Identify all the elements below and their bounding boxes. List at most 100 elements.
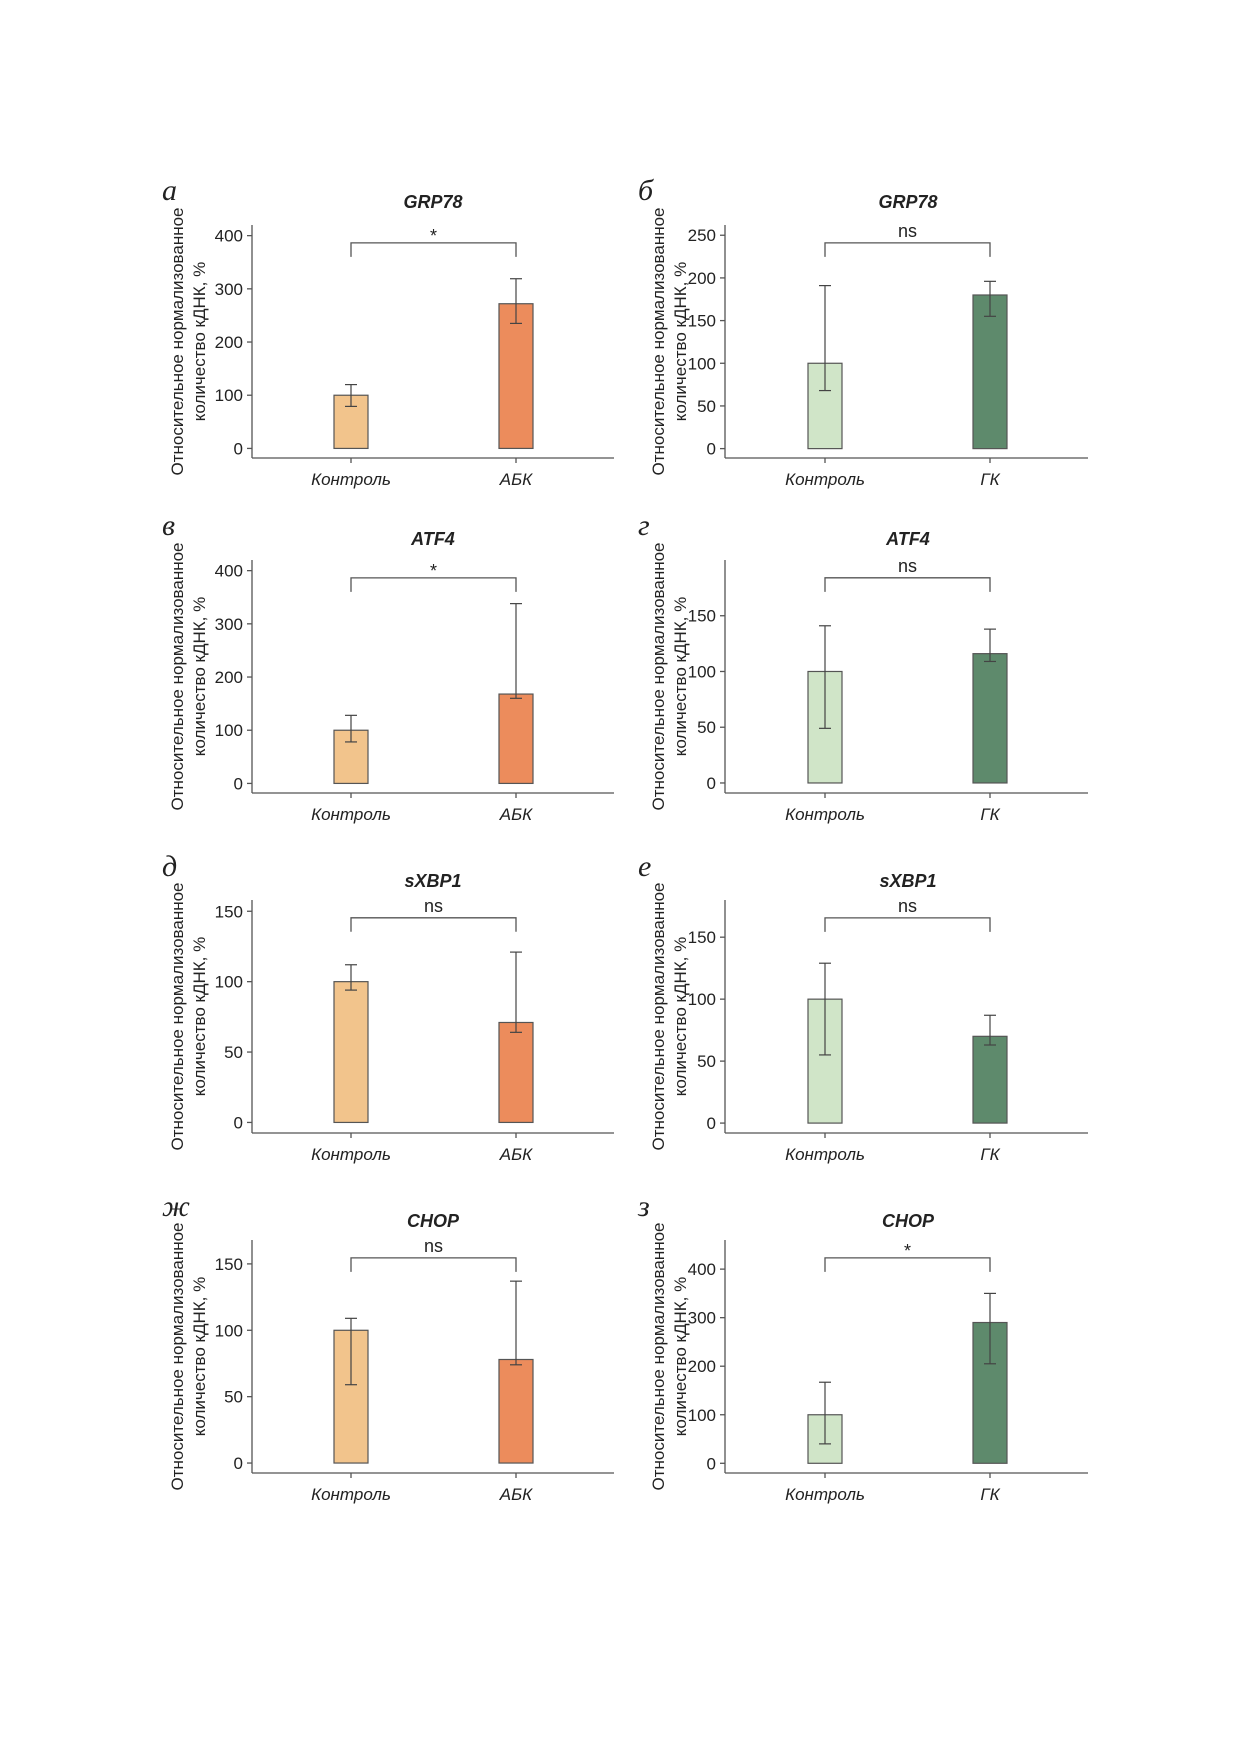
y-axis-label: Относительное нормализованное <box>168 882 187 1150</box>
bar-control <box>333 981 369 1124</box>
panel-label: в <box>162 509 175 542</box>
significance-bracket <box>824 917 991 932</box>
y-tick-label: 150 <box>215 1255 243 1274</box>
significance-label: ns <box>898 221 917 241</box>
y-axis-label: Относительное нормализованное <box>168 207 187 475</box>
chart-panel-д: д sXBP1 Относительное нормализованное колич… <box>162 850 614 1164</box>
bar-treatment <box>498 303 534 450</box>
y-tick-label: 0 <box>707 1454 716 1473</box>
y-tick-label: 0 <box>707 774 716 793</box>
y-axis-label: количество кДНК, % <box>671 262 690 421</box>
x-tick-label: Контроль <box>311 805 391 824</box>
x-tick-label: АБК <box>499 470 533 489</box>
y-tick-label: 100 <box>215 1321 243 1340</box>
y-tick-label: 300 <box>688 1309 716 1328</box>
x-tick-label: АБК <box>499 805 533 824</box>
y-tick-label: 400 <box>688 1260 716 1279</box>
x-tick-label: ГК <box>980 1485 1000 1504</box>
y-axis-label: количество кДНК, % <box>671 597 690 756</box>
y-tick-label: 100 <box>215 721 243 740</box>
significance-label: * <box>430 561 437 581</box>
y-tick-label: 250 <box>688 226 716 245</box>
y-tick-label: 400 <box>215 227 243 246</box>
y-axis-label: Относительное нормализованное <box>168 1222 187 1490</box>
x-tick-label: АБК <box>499 1145 533 1164</box>
x-tick-label: АБК <box>499 1485 533 1504</box>
y-tick-label: 0 <box>707 440 716 459</box>
x-tick-label: Контроль <box>785 470 865 489</box>
y-tick-label: 100 <box>688 662 716 681</box>
significance-bracket <box>350 242 517 257</box>
x-tick-label: Контроль <box>785 1145 865 1164</box>
panel-label: б <box>638 174 654 207</box>
significance-label: ns <box>424 1236 443 1256</box>
x-tick-label: ГК <box>980 1145 1000 1164</box>
y-axis-label: количество кДНК, % <box>671 1277 690 1436</box>
bar-treatment <box>972 653 1008 784</box>
y-tick-label: 200 <box>688 1357 716 1376</box>
bar-treatment <box>498 1021 534 1124</box>
y-tick-label: 200 <box>215 333 243 352</box>
chart-panel-б: б GRP78 Относительное нормализованное колич… <box>638 174 1088 489</box>
x-tick-label: ГК <box>980 805 1000 824</box>
y-tick-label: 50 <box>697 1052 716 1071</box>
y-tick-label: 0 <box>234 1113 243 1132</box>
y-axis-label: количество кДНК, % <box>190 262 209 421</box>
y-tick-label: 150 <box>688 928 716 947</box>
y-axis-label: количество кДНК, % <box>671 937 690 1096</box>
significance-label: * <box>904 1241 911 1261</box>
y-tick-label: 100 <box>688 354 716 373</box>
chart-title: CHOP <box>882 1211 935 1231</box>
y-axis-label: Относительное нормализованное <box>649 882 668 1150</box>
significance-label: * <box>430 226 437 246</box>
y-tick-label: 50 <box>224 1388 243 1407</box>
chart-title: ATF4 <box>410 529 455 549</box>
y-tick-label: 150 <box>688 607 716 626</box>
y-axis-label: количество кДНК, % <box>190 1277 209 1436</box>
chart-panel-з: з CHOP Относительное нормализованное количе… <box>637 1190 1088 1504</box>
chart-title: GRP78 <box>403 192 462 212</box>
panel-label: г <box>638 509 650 542</box>
significance-bracket <box>350 1257 517 1272</box>
panel-label: з <box>637 1190 650 1223</box>
chart-panel-в: в ATF4 Относительное нормализованное количе… <box>162 509 614 824</box>
significance-label: ns <box>898 896 917 916</box>
y-tick-label: 400 <box>215 562 243 581</box>
chart-title: ATF4 <box>885 529 930 549</box>
bar-treatment <box>498 1358 534 1464</box>
y-tick-label: 0 <box>234 439 243 458</box>
x-tick-label: Контроль <box>311 470 391 489</box>
chart-panel-г: г ATF4 Относительное нормализованное количе… <box>638 509 1088 824</box>
significance-bracket <box>824 577 991 592</box>
x-tick-label: Контроль <box>785 1485 865 1504</box>
bar-treatment <box>972 1035 1008 1124</box>
chart-title: GRP78 <box>878 192 937 212</box>
y-axis-label: Относительное нормализованное <box>168 542 187 810</box>
bar-treatment <box>972 294 1008 450</box>
y-tick-label: 150 <box>215 902 243 921</box>
chart-panel-а: а GRP78 Относительное нормализованное колич… <box>162 174 614 489</box>
significance-label: ns <box>898 556 917 576</box>
x-tick-label: Контроль <box>311 1145 391 1164</box>
y-tick-label: 100 <box>215 973 243 992</box>
x-tick-label: Контроль <box>785 805 865 824</box>
significance-label: ns <box>424 896 443 916</box>
chart-title: sXBP1 <box>404 871 461 891</box>
y-tick-label: 100 <box>688 990 716 1009</box>
y-tick-label: 50 <box>697 397 716 416</box>
panel-label: а <box>162 174 177 207</box>
y-tick-label: 200 <box>215 668 243 687</box>
chart-title: sXBP1 <box>879 871 936 891</box>
y-axis-label: количество кДНК, % <box>190 937 209 1096</box>
chart-panel-ж: ж CHOP Относительное нормализованное количе… <box>162 1190 614 1504</box>
y-tick-label: 200 <box>688 269 716 288</box>
y-tick-label: 300 <box>215 615 243 634</box>
significance-bracket <box>350 577 517 592</box>
y-tick-label: 100 <box>215 386 243 405</box>
significance-bracket <box>824 1257 991 1272</box>
y-axis-label: Относительное нормализованное <box>649 207 668 475</box>
panel-label: е <box>638 850 651 883</box>
y-tick-label: 150 <box>688 312 716 331</box>
x-tick-label: ГК <box>980 470 1000 489</box>
